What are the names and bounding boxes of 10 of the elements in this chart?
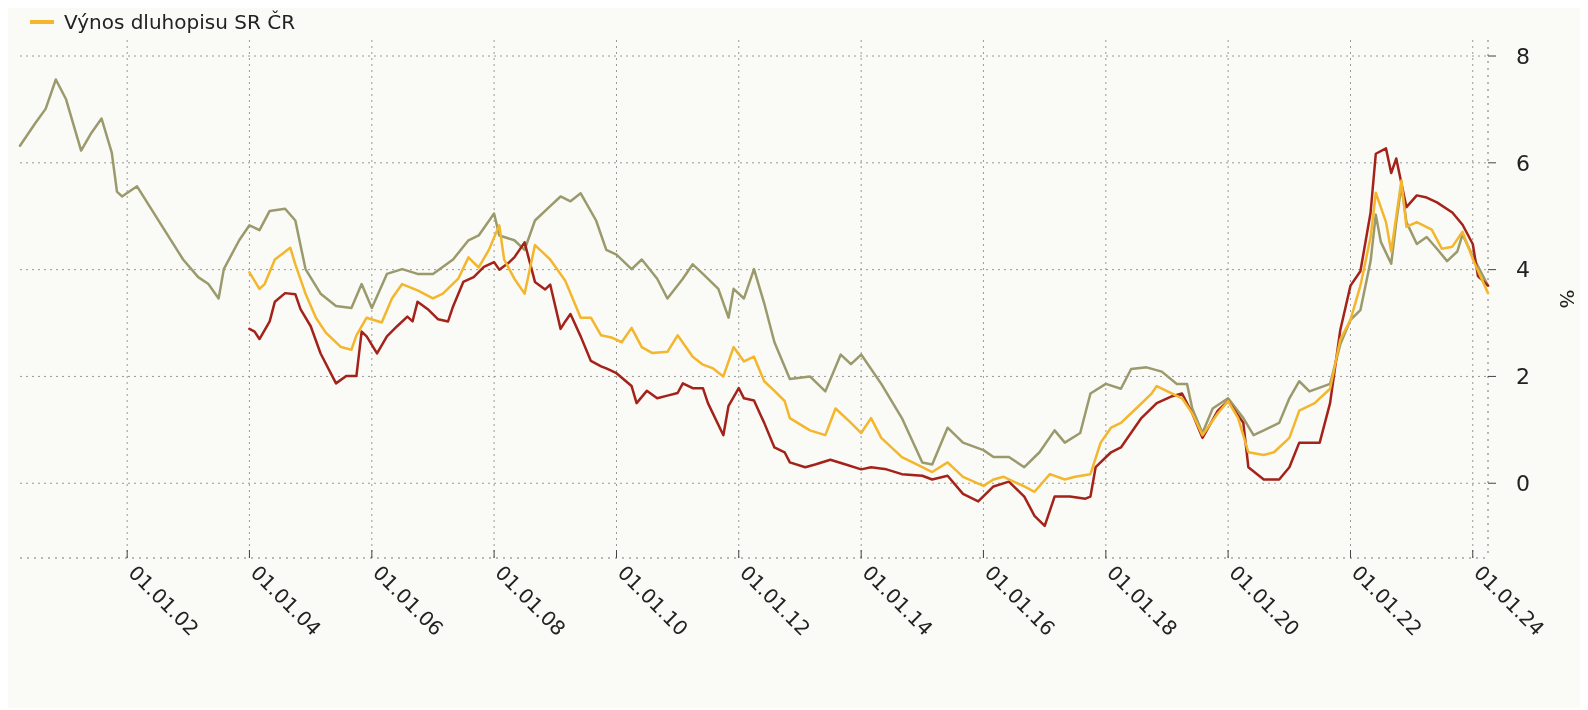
y-tick-label: 6 xyxy=(1516,150,1530,176)
y-tick-label: 0 xyxy=(1516,470,1530,496)
y-tick-label: 4 xyxy=(1516,257,1530,283)
line-series xyxy=(248,179,1490,494)
legend-label: Výnos dluhopisu SR ČR xyxy=(64,10,296,34)
line-series xyxy=(18,78,1490,469)
line-series xyxy=(248,147,1490,528)
y-tick-label: 8 xyxy=(1516,43,1530,69)
y-tick-label: 2 xyxy=(1516,364,1530,390)
y-axis-title: % xyxy=(1555,289,1579,309)
